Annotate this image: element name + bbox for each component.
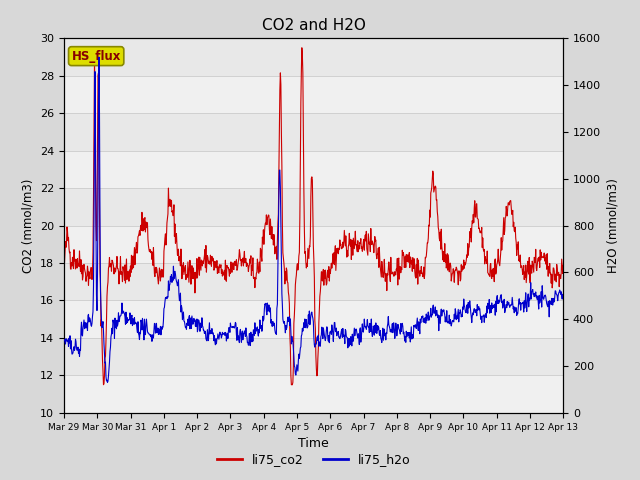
Title: CO2 and H2O: CO2 and H2O bbox=[262, 18, 365, 33]
X-axis label: Time: Time bbox=[298, 437, 329, 450]
Y-axis label: H2O (mmol/m3): H2O (mmol/m3) bbox=[607, 178, 620, 273]
Bar bbox=[64, 226, 563, 263]
Bar bbox=[64, 300, 563, 338]
Legend: li75_co2, li75_h2o: li75_co2, li75_h2o bbox=[212, 448, 415, 471]
Y-axis label: CO2 (mmol/m3): CO2 (mmol/m3) bbox=[22, 179, 35, 273]
Bar bbox=[64, 76, 563, 113]
Bar bbox=[64, 151, 563, 188]
Bar bbox=[64, 375, 563, 413]
Text: HS_flux: HS_flux bbox=[72, 49, 121, 62]
